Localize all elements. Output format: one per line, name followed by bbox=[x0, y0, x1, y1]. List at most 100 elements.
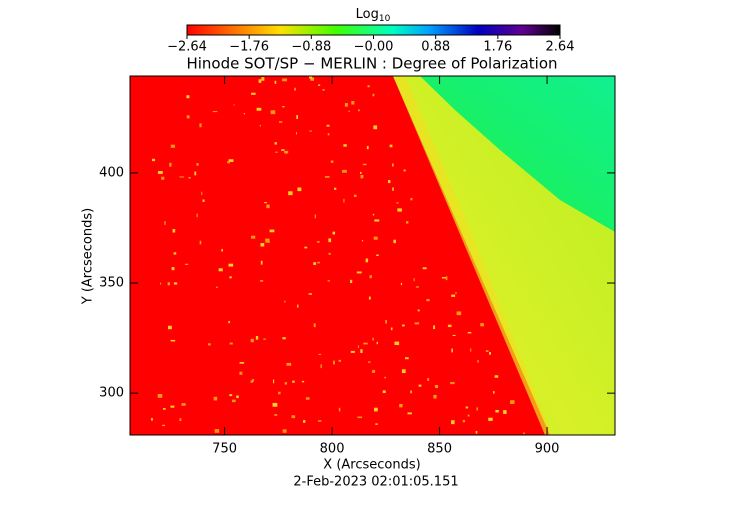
x-axis-label: X (Arcseconds) bbox=[323, 458, 420, 473]
chart-title: Hinode SOT/SP − MERLIN : Degree of Polar… bbox=[186, 55, 557, 73]
speckle bbox=[281, 149, 285, 151]
speckle bbox=[385, 320, 387, 324]
speckle bbox=[475, 430, 478, 434]
speckle bbox=[488, 417, 493, 421]
speckle bbox=[322, 89, 325, 91]
speckle bbox=[353, 194, 357, 198]
speckle bbox=[173, 282, 178, 285]
colorbar-tick-label: 2.64 bbox=[546, 40, 575, 55]
speckle bbox=[372, 213, 375, 216]
speckle bbox=[278, 391, 281, 395]
speckle bbox=[170, 339, 176, 342]
timestamp: 2-Feb-2023 02:01:05.151 bbox=[293, 475, 458, 490]
speckle bbox=[405, 357, 409, 360]
speckle bbox=[434, 385, 438, 388]
speckle bbox=[451, 294, 456, 297]
speckle bbox=[282, 78, 287, 82]
speckle bbox=[399, 403, 403, 408]
speckle bbox=[413, 278, 415, 282]
speckle bbox=[218, 268, 223, 272]
speckle bbox=[231, 399, 236, 403]
speckle bbox=[304, 246, 308, 249]
speckle bbox=[510, 400, 515, 404]
speckle bbox=[171, 267, 175, 271]
colorbar-label-subscript: 10 bbox=[379, 14, 391, 24]
speckle bbox=[362, 163, 367, 166]
speckle bbox=[288, 191, 293, 196]
speckle bbox=[467, 331, 472, 334]
speckle bbox=[309, 130, 312, 132]
speckle bbox=[344, 103, 348, 107]
speckle bbox=[260, 243, 265, 247]
speckle bbox=[236, 395, 239, 399]
speckle bbox=[313, 262, 317, 265]
speckle bbox=[170, 144, 175, 148]
speckle bbox=[292, 380, 295, 383]
speckle bbox=[199, 240, 202, 245]
speckle bbox=[161, 176, 165, 180]
speckle bbox=[199, 123, 202, 128]
speckle bbox=[239, 371, 243, 375]
speckle bbox=[296, 115, 298, 120]
speckle bbox=[334, 187, 337, 190]
speckle bbox=[265, 238, 270, 243]
colorbar-label: Log10 bbox=[356, 7, 391, 24]
speckle bbox=[270, 110, 276, 115]
speckle bbox=[384, 376, 386, 379]
speckle bbox=[433, 325, 436, 330]
speckle bbox=[259, 125, 261, 127]
y-axis-label: Y (Arcseconds) bbox=[81, 208, 96, 305]
colorbar-label-text: Log bbox=[356, 7, 379, 22]
speckle bbox=[152, 158, 155, 162]
speckle bbox=[308, 293, 312, 296]
speckle bbox=[392, 187, 394, 191]
speckle bbox=[227, 161, 230, 164]
colorbar-tick-label: 1.76 bbox=[483, 40, 512, 55]
speckle bbox=[184, 263, 189, 265]
colorbar-tick-label: −0.88 bbox=[291, 40, 331, 55]
speckle bbox=[392, 163, 394, 167]
speckle bbox=[269, 229, 275, 233]
speckle bbox=[410, 390, 412, 394]
speckle bbox=[252, 379, 254, 382]
speckle bbox=[201, 191, 203, 196]
speckle bbox=[357, 416, 363, 419]
speckle bbox=[196, 213, 198, 218]
speckle bbox=[318, 353, 322, 355]
speckle bbox=[216, 286, 218, 288]
speckle bbox=[261, 77, 265, 81]
speckle bbox=[397, 208, 402, 212]
speckle bbox=[477, 360, 479, 363]
speckle bbox=[393, 239, 396, 244]
speckle bbox=[372, 337, 374, 341]
speckle bbox=[263, 338, 266, 340]
speckle bbox=[455, 292, 457, 294]
speckle bbox=[362, 240, 364, 242]
speckle bbox=[229, 276, 232, 279]
speckle bbox=[282, 106, 285, 108]
speckle bbox=[451, 420, 455, 425]
speckle bbox=[228, 320, 230, 324]
speckle bbox=[373, 125, 378, 130]
speckle bbox=[369, 275, 372, 279]
speckle bbox=[282, 337, 286, 340]
speckle bbox=[414, 322, 420, 325]
speckle bbox=[273, 379, 275, 384]
speckle bbox=[360, 171, 362, 174]
speckle bbox=[282, 429, 287, 433]
speckle bbox=[373, 236, 378, 240]
speckle bbox=[367, 361, 371, 363]
speckle bbox=[415, 286, 419, 288]
speckle bbox=[403, 169, 406, 172]
speckle bbox=[239, 362, 245, 364]
speckle bbox=[272, 402, 278, 407]
speckle bbox=[164, 221, 166, 225]
speckle bbox=[332, 231, 336, 235]
speckle bbox=[320, 364, 322, 369]
speckle bbox=[447, 324, 452, 328]
speckle bbox=[382, 390, 386, 394]
speckle bbox=[396, 202, 399, 204]
y-tick-label: 300 bbox=[99, 386, 124, 401]
speckle bbox=[407, 412, 412, 415]
